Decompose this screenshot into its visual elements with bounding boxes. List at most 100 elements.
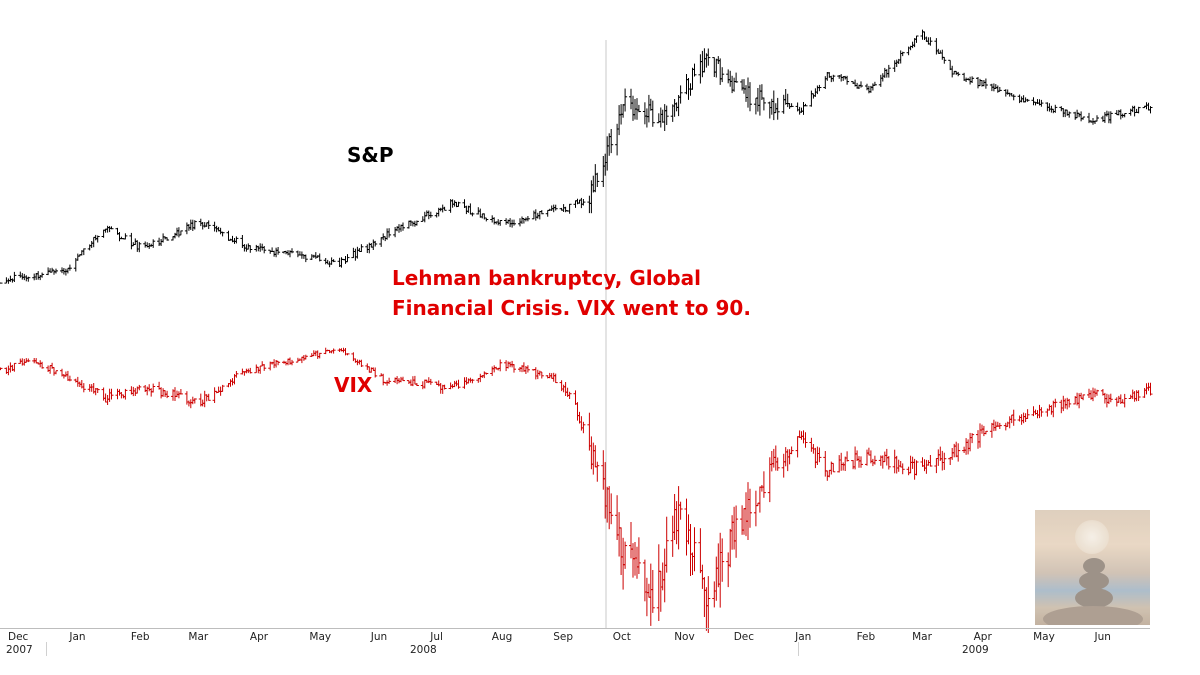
sp-bar [813, 88, 818, 97]
sp-bar [387, 228, 392, 238]
sp-bar [365, 244, 370, 253]
vix-bar [184, 391, 189, 405]
sp-bar [143, 241, 148, 248]
vix-bar [410, 376, 415, 387]
vix-bar [928, 455, 933, 467]
sp-bar [783, 89, 788, 105]
vix-bar [272, 359, 277, 369]
vix-bar [412, 375, 417, 385]
sp-bar [105, 225, 110, 233]
vix-bar [159, 387, 164, 399]
vix-bar [482, 371, 487, 379]
sp-bar [831, 74, 836, 82]
vix-bar [315, 350, 320, 359]
sp-bar [700, 50, 705, 78]
sp-bar [978, 78, 982, 87]
vix-bar [989, 422, 994, 438]
x-tick-label: Mar [912, 631, 932, 643]
sp-bar [940, 49, 945, 60]
vix-bar [422, 379, 427, 389]
thumbnail-stone [1083, 558, 1105, 574]
sp-bar [1079, 111, 1084, 122]
x-axis-ticks: Dec Jan Feb Mar Apr May Jun Jul Aug Sep Oct Nov Dec J… [8, 631, 1111, 643]
vix-bar [1116, 395, 1121, 403]
sp-bar [343, 256, 348, 264]
vix-bar [956, 443, 961, 462]
sp-bar [690, 67, 695, 90]
vix-bar [351, 352, 356, 362]
vix-bar [966, 439, 971, 455]
sp-bar [684, 74, 689, 95]
sp-bar [1146, 102, 1151, 111]
x-tick-label: Feb [131, 631, 150, 643]
vix-bar [309, 353, 314, 357]
x-tick-label: Feb [857, 631, 876, 643]
sp-bar [137, 241, 142, 253]
vix-bar [357, 359, 362, 365]
vix-bar [539, 371, 544, 379]
vix-bar [163, 390, 168, 397]
sp-bar [36, 271, 41, 280]
sp-bar [1128, 108, 1133, 116]
vix-bar [401, 376, 405, 382]
vix-bar [535, 369, 540, 380]
sp-bar [882, 67, 887, 78]
sp-bar [898, 50, 903, 64]
sp-bar [595, 172, 600, 187]
vix-bar [262, 364, 267, 371]
sp-bar [20, 273, 25, 280]
sp-bar [234, 236, 239, 244]
sp-bar [345, 254, 350, 263]
sp-bar [295, 250, 300, 258]
vix-bar [442, 384, 447, 390]
thumbnail-stone [1075, 588, 1113, 608]
sp-bar [371, 239, 376, 250]
vix-bar [617, 512, 622, 557]
vix-bar [1059, 399, 1064, 414]
vix-bar [1053, 398, 1058, 408]
vix-bar [976, 430, 980, 449]
vix-bar [1019, 414, 1024, 425]
sp-bar [761, 97, 766, 111]
sp-bar [968, 76, 973, 85]
vix-bar [95, 388, 100, 393]
x-tick-label: Sep [553, 631, 573, 643]
sp-bar [1081, 116, 1086, 120]
thumbnail-stone [1043, 606, 1143, 625]
vix-bar [512, 364, 516, 373]
vix-bar [619, 527, 624, 575]
vix-bar [103, 393, 108, 403]
sp-bar [587, 195, 592, 214]
sp-bar [950, 65, 955, 78]
vix-bar [137, 384, 142, 391]
vix-bar [234, 371, 239, 378]
sp-bar [426, 210, 431, 220]
sp-bar [206, 220, 211, 229]
sp-bar [609, 129, 614, 154]
vix-bar [964, 438, 969, 455]
lehman-annotation-line-2: Financial Crisis. VIX went to 90. [392, 296, 751, 320]
sp-bar [702, 48, 707, 73]
vix-bar [567, 391, 572, 399]
vix-bar [813, 447, 818, 469]
sp-bar [748, 82, 752, 112]
sp-bar [1007, 92, 1012, 97]
vix-bar [692, 527, 697, 572]
sp-bar [1108, 111, 1113, 124]
sp-bar [642, 102, 647, 125]
vix-bar [900, 463, 905, 475]
vix-bar [775, 457, 780, 471]
sp-bar [353, 248, 358, 261]
sp-bar [65, 267, 70, 274]
sp-bar [1039, 99, 1044, 107]
vix-bar [1021, 412, 1026, 424]
vix-bar [518, 367, 522, 372]
sp-bar [313, 252, 318, 259]
sp-bar [480, 213, 485, 219]
vix-bar [898, 461, 903, 468]
sp-bar [135, 240, 140, 252]
sp-bar [357, 248, 362, 252]
vix-bar [1148, 382, 1153, 396]
sp-bar [468, 203, 473, 215]
vix-bar [173, 387, 177, 401]
